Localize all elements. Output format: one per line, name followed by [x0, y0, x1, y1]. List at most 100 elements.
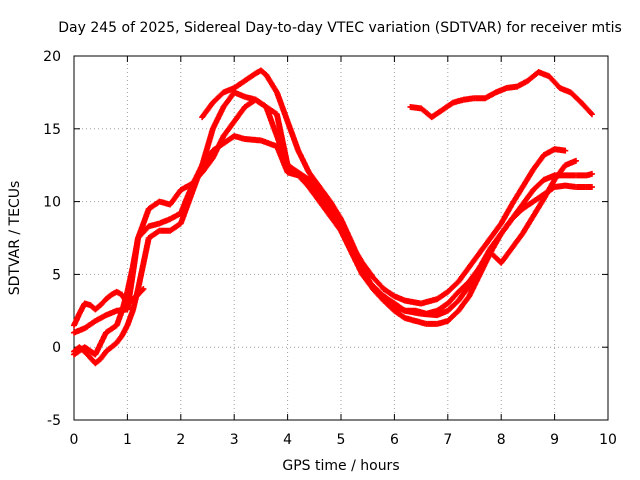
trail-markers	[509, 185, 525, 207]
trail-markers	[414, 308, 428, 317]
trail-markers	[547, 74, 562, 90]
trail-markers	[179, 181, 194, 193]
trail-markers	[425, 308, 439, 317]
trail-markers	[130, 287, 141, 313]
trail-markers	[189, 163, 205, 196]
trail-markers	[414, 318, 428, 327]
y-tick-label: 20	[43, 49, 61, 65]
series-trail	[200, 68, 578, 317]
series-pass-4	[71, 89, 595, 367]
x-axis-label: GPS time / hours	[282, 458, 399, 474]
x-tick-label: 4	[283, 432, 292, 448]
trail-markers	[130, 236, 141, 269]
trail-markers	[456, 284, 472, 303]
x-tick-label: 9	[550, 432, 559, 448]
trail-markers	[499, 246, 514, 265]
trail-markers	[445, 298, 461, 313]
series-layer	[71, 67, 595, 367]
trail-markers	[253, 68, 263, 76]
trail-markers	[274, 90, 291, 124]
trail-markers	[115, 289, 124, 298]
y-tick-label: -5	[47, 413, 61, 429]
trail-markers	[467, 250, 482, 269]
trail-markers	[295, 149, 312, 175]
trail-markers	[119, 323, 130, 338]
trail-markers	[477, 250, 493, 269]
trail-markers	[531, 192, 546, 204]
trail-markers	[243, 71, 258, 83]
trail-markers	[403, 315, 418, 324]
trail-markers	[328, 199, 344, 221]
x-tick-labels: 0 1 2 3 4 5 6 7 8 9 10	[70, 432, 617, 448]
trail-markers	[435, 289, 450, 302]
trail-markers	[82, 349, 92, 360]
trail-markers	[157, 216, 172, 226]
trail-markers	[306, 185, 322, 204]
trail-markers	[199, 127, 216, 167]
trail-markers	[568, 90, 584, 105]
trail-markers	[499, 217, 514, 236]
trail-markers	[531, 153, 546, 172]
trail-markers	[531, 177, 546, 192]
trail-markers	[552, 163, 568, 182]
trail-markers	[104, 292, 114, 302]
chart-title: Day 245 of 2025, Sidereal Day-to-day VTE…	[58, 20, 622, 36]
trail-markers	[274, 144, 290, 174]
trail-markers	[585, 184, 594, 190]
trail-markers	[349, 250, 365, 276]
trail-markers	[93, 331, 109, 357]
trail-markers	[371, 287, 386, 303]
trail-markers	[114, 309, 125, 327]
trail-markers	[82, 318, 98, 331]
trail-markers	[445, 290, 461, 306]
trail-markers	[210, 105, 226, 131]
trail-markers	[381, 286, 397, 299]
axis-ticks	[73, 55, 609, 421]
trail-markers	[147, 220, 161, 229]
trail-markers	[200, 100, 215, 119]
trail-markers	[456, 265, 472, 284]
trail-markers	[563, 172, 578, 179]
x-tick-label: 5	[337, 432, 346, 448]
trail-markers	[98, 297, 108, 307]
trail-markers	[456, 294, 472, 313]
trail-markers	[285, 163, 301, 175]
trail-markers	[488, 221, 504, 240]
trail-markers	[71, 312, 82, 328]
trail-markers	[520, 214, 536, 236]
trail-markers	[306, 170, 322, 189]
trail-markers	[505, 83, 519, 91]
trail-markers	[520, 188, 536, 207]
trail-markers	[104, 345, 114, 354]
trail-markers	[135, 236, 152, 291]
x-tick-label: 10	[599, 432, 617, 448]
trail-markers	[200, 156, 215, 175]
trail-markers	[531, 197, 547, 218]
trail-markers	[109, 289, 119, 298]
trail-markers	[221, 85, 236, 95]
trail-markers	[509, 231, 525, 250]
trail-markers	[259, 138, 279, 149]
trail-markers	[403, 297, 423, 307]
trail-markers	[338, 217, 355, 244]
trail-markers	[168, 211, 183, 222]
trail-markers	[104, 323, 119, 335]
series-trail	[72, 133, 567, 336]
trail-markers	[317, 199, 333, 218]
trail-markers	[579, 100, 594, 117]
trail-markers	[563, 158, 578, 168]
trail-markers	[445, 308, 461, 323]
trail-markers	[477, 236, 493, 255]
series-trail	[408, 69, 594, 120]
trail-markers	[259, 68, 269, 78]
trail-markers	[210, 134, 226, 160]
trail-markers	[317, 192, 333, 211]
trail-markers	[483, 90, 498, 101]
trail-markers	[430, 107, 445, 120]
trail-markers	[306, 178, 322, 197]
trail-markers	[114, 333, 125, 345]
trail-markers	[435, 301, 450, 313]
trail-markers	[232, 89, 247, 100]
trail-markers	[541, 178, 557, 201]
trail-markers	[435, 318, 450, 327]
